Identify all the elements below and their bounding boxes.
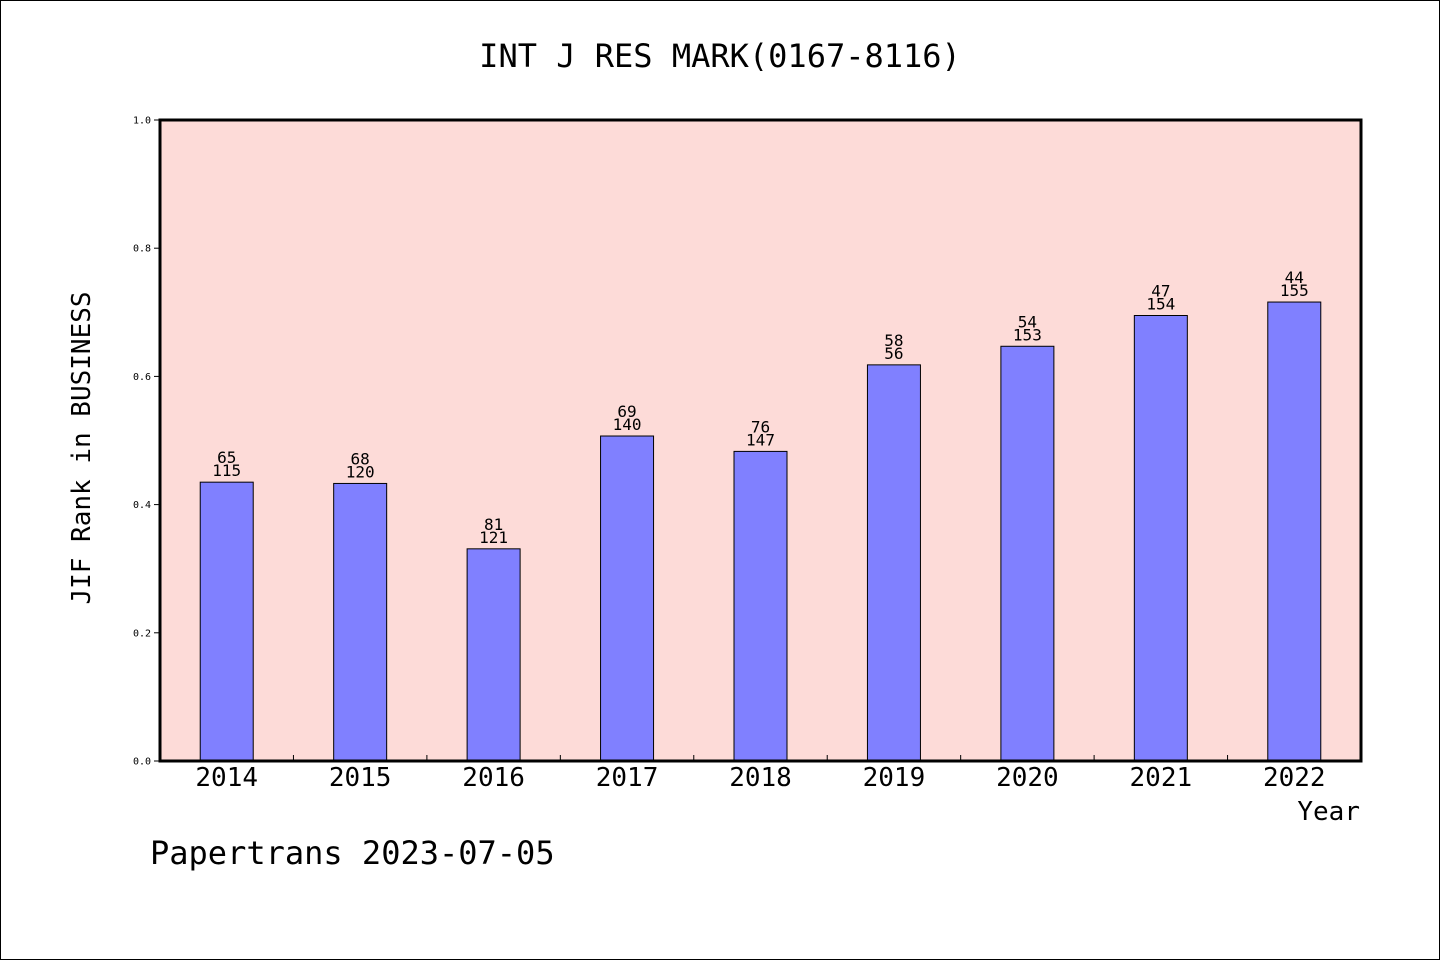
bar-total-label: 140 — [613, 415, 642, 434]
bar-rank-label: 65 — [217, 448, 236, 467]
bar — [333, 482, 388, 762]
bar — [1000, 345, 1055, 762]
bar — [466, 548, 521, 762]
bar-rank-label: 44 — [1285, 268, 1304, 287]
x-axis: 2014 2015 2016 2017 2018 2019 2020 2021 2022 — [195, 755, 1326, 793]
x-tick-label: 2020 — [996, 763, 1059, 793]
y-tick-label: 0.4 — [133, 500, 151, 511]
bar-total-label: 153 — [1013, 325, 1042, 344]
bar — [600, 435, 655, 762]
y-axis: 0.0 0.2 0.4 0.6 0.8 1.0 — [133, 116, 160, 768]
y-tick-label: 0.0 — [133, 757, 151, 768]
x-tick-label: 2018 — [729, 763, 792, 793]
x-tick-label: 2015 — [329, 763, 392, 793]
bar — [1133, 315, 1188, 762]
y-axis-label: JIF Rank in BUSINESS — [67, 291, 97, 604]
bar-rank-label: 81 — [484, 515, 503, 534]
bar-rank-label: 69 — [617, 402, 636, 421]
bar-rank-label: 76 — [751, 417, 770, 436]
x-tick-label: 2019 — [863, 763, 926, 793]
x-tick-label: 2017 — [596, 763, 659, 793]
plot-border — [158, 118, 1363, 763]
y-tick-label: 0.6 — [133, 372, 151, 383]
bar-total-label: 155 — [1280, 281, 1309, 300]
bar-total-label: 56 — [884, 344, 903, 363]
y-tick-label: 0.2 — [133, 628, 151, 639]
bar-total-label: 154 — [1146, 295, 1175, 314]
bar — [199, 481, 254, 762]
bar — [733, 450, 788, 762]
bar-total-label: 147 — [746, 430, 775, 449]
bar-total-label: 115 — [212, 461, 241, 480]
bar — [866, 364, 921, 762]
chart-title: INT J RES MARK(0167-8116) — [479, 37, 961, 75]
x-axis-label: Year — [1297, 797, 1360, 827]
y-tick-label: 1.0 — [133, 116, 151, 127]
x-tick-label: 2014 — [195, 763, 258, 793]
bar-rank-label: 68 — [351, 449, 370, 468]
bar-rank-label: 58 — [884, 331, 903, 350]
bar-total-label: 120 — [346, 462, 375, 481]
bar-total-label: 121 — [479, 528, 508, 547]
x-tick-label: 2021 — [1130, 763, 1193, 793]
x-tick-label: 2022 — [1263, 763, 1326, 793]
bar-rank-label: 54 — [1018, 312, 1037, 331]
x-tick-label: 2016 — [462, 763, 525, 793]
y-tick-label: 0.8 — [133, 244, 151, 255]
bar — [1267, 301, 1322, 762]
bar-rank-label: 47 — [1151, 282, 1170, 301]
footer-credit: Papertrans 2023-07-05 — [150, 834, 555, 872]
